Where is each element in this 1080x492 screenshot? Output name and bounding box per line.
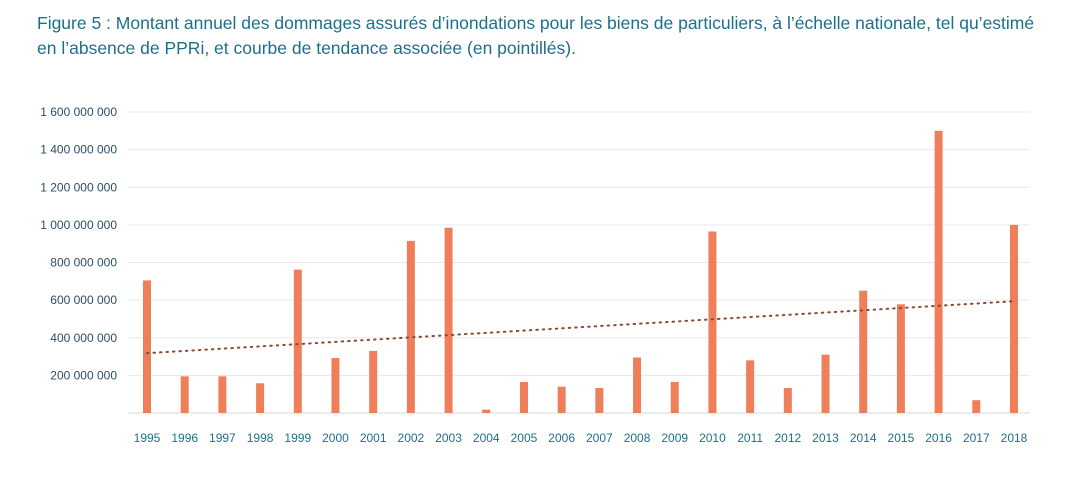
x-tick-label: 2006: [548, 431, 575, 445]
bars: [143, 130, 1018, 413]
x-tick-label: 2015: [888, 431, 915, 445]
x-tick-label: 2011: [737, 431, 763, 445]
x-tick-label: 2007: [586, 431, 613, 445]
bar: [406, 240, 415, 413]
y-tick-label: 600 000 000: [50, 293, 117, 307]
y-tick-label: 200 000 000: [50, 368, 117, 382]
y-axis: 200 000 000 400 000 000 600 000 000 800 000…: [40, 105, 117, 382]
bar: [595, 387, 604, 413]
bar: [746, 360, 755, 413]
x-tick-label: 2014: [850, 431, 877, 445]
x-tick-label: 2017: [963, 431, 990, 445]
x-tick-label: 2010: [699, 431, 726, 445]
x-tick-label: 2008: [624, 431, 651, 445]
y-tick-label: 800 000 000: [50, 256, 117, 270]
x-tick-label: 1997: [209, 431, 236, 445]
bar: [633, 357, 642, 413]
y-tick-label: 1 600 000 000: [40, 105, 117, 119]
bar: [896, 304, 905, 413]
bar: [143, 280, 151, 413]
y-tick-label: 1 200 000 000: [40, 180, 117, 194]
x-tick-label: 2018: [1001, 431, 1028, 445]
x-tick-label: 2003: [435, 431, 462, 445]
bar: [934, 130, 943, 413]
y-tick-label: 1 000 000 000: [40, 218, 117, 232]
trendline: [146, 300, 1015, 355]
chart-title: Figure 5 : Montant annuel des dommages a…: [37, 13, 1035, 58]
bar: [519, 381, 528, 413]
bar: [670, 381, 679, 413]
bar: [218, 376, 227, 413]
bar: [482, 409, 491, 413]
bar: [783, 387, 792, 413]
bar: [180, 376, 189, 413]
x-tick-label: 1999: [284, 431, 311, 445]
x-tick-label: 1995: [134, 431, 161, 445]
bar: [369, 350, 378, 413]
x-tick-label: 2004: [473, 431, 500, 445]
x-tick-label: 2000: [322, 431, 349, 445]
x-tick-label: 2005: [511, 431, 538, 445]
bar: [557, 386, 566, 413]
y-tick-label: 400 000 000: [50, 331, 117, 345]
x-tick-label: 1996: [171, 431, 198, 445]
bar: [859, 290, 868, 413]
bar: [821, 354, 830, 413]
x-tick-label: 2012: [774, 431, 801, 445]
bar: [1010, 224, 1018, 413]
x-tick-label: 2001: [360, 431, 387, 445]
bar: [293, 269, 302, 413]
y-tick-label: 1 400 000 000: [40, 143, 117, 157]
bar: [444, 227, 453, 413]
x-tick-label: 2009: [661, 431, 688, 445]
grid-lines: [128, 111, 1030, 414]
bar: [972, 400, 981, 413]
x-tick-label: 1998: [247, 431, 274, 445]
trendline-group: [146, 300, 1015, 355]
bar: [708, 231, 717, 413]
x-axis: 1995 1996 1997 1998 1999 2000 2001 2002 2003 2004…: [134, 431, 1028, 445]
bar: [256, 383, 265, 413]
x-tick-label: 2016: [925, 431, 952, 445]
x-tick-label: 2013: [812, 431, 839, 445]
bar: [331, 358, 340, 413]
x-tick-label: 2002: [398, 431, 425, 445]
